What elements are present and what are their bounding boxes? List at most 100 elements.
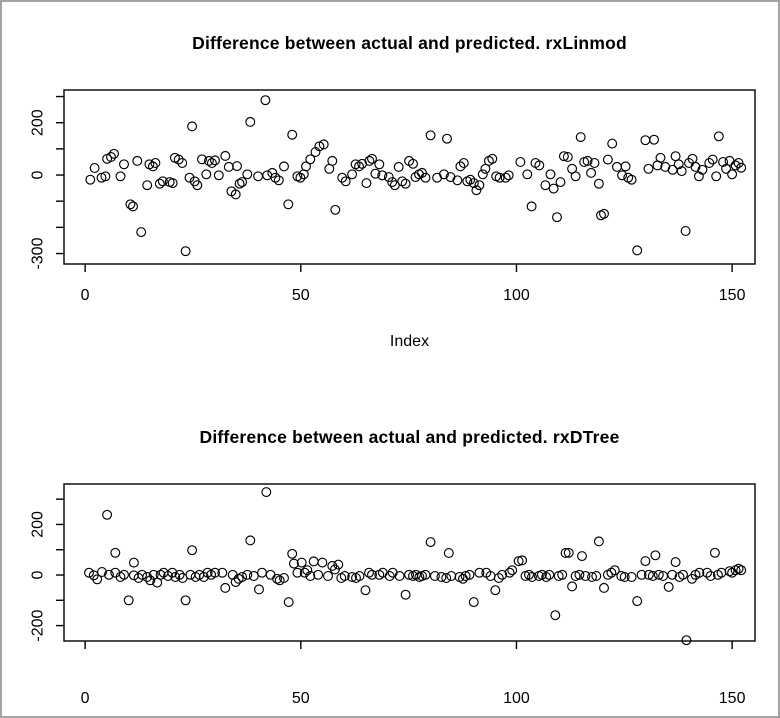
data-point (128, 201, 138, 212)
data-point (157, 176, 168, 187)
data-point (736, 565, 747, 576)
data-point (217, 567, 228, 578)
data-point (337, 172, 348, 183)
data-point (213, 170, 224, 181)
data-point (323, 571, 333, 581)
data-point (283, 597, 294, 608)
data-point (562, 152, 573, 162)
data-point (387, 177, 398, 188)
data-point (694, 567, 705, 578)
data-point (494, 172, 505, 183)
data-point (524, 569, 534, 580)
data-point (242, 569, 253, 580)
data-point (493, 573, 504, 583)
data-point (340, 176, 351, 187)
data-point (85, 174, 96, 185)
data-point (718, 157, 729, 167)
data-point (317, 557, 328, 568)
data-point (329, 564, 340, 575)
data-point (526, 201, 537, 212)
data-point (295, 172, 306, 183)
data-point (460, 571, 471, 581)
data-point (626, 572, 637, 582)
data-point (580, 571, 591, 581)
data-point (465, 174, 476, 185)
data-point (527, 572, 537, 582)
data-point (384, 571, 395, 581)
data-point (279, 573, 289, 583)
data-point (548, 183, 559, 194)
data-point (223, 161, 234, 172)
data-point (497, 569, 508, 580)
data-point (270, 172, 281, 183)
data-point (575, 132, 586, 143)
data-point (242, 169, 253, 180)
data-point (420, 172, 431, 183)
data-point (330, 204, 341, 215)
data-point (429, 571, 440, 581)
data-point (377, 170, 388, 181)
data-point (197, 154, 207, 165)
data-point (360, 585, 371, 596)
data-point (400, 178, 411, 189)
data-point (115, 171, 126, 182)
data-point (147, 161, 158, 172)
data-point (283, 199, 294, 210)
data-point (436, 572, 447, 582)
data-point (299, 567, 310, 578)
data-point (150, 158, 161, 168)
data-point (234, 178, 245, 189)
data-point (552, 212, 562, 223)
data-point (650, 550, 661, 561)
data-point (599, 582, 609, 593)
y-tick-label: 200 (30, 511, 47, 538)
panel-rxlinmod: 0 50 100 150 200 0 -300 (30, 89, 756, 304)
data-point (102, 509, 113, 520)
data-point (327, 155, 338, 166)
data-point (187, 545, 198, 556)
data-point (425, 130, 436, 141)
data-point (713, 131, 724, 142)
data-point (649, 134, 660, 145)
data-point (567, 581, 578, 592)
data-point (680, 226, 691, 236)
data-point (667, 569, 678, 580)
data-point (128, 557, 139, 568)
data-point (210, 567, 220, 578)
data-point (563, 547, 574, 558)
data-point (653, 569, 664, 580)
data-point (367, 569, 377, 580)
data-point (374, 159, 385, 170)
data-point (522, 169, 533, 180)
data-point (503, 170, 514, 181)
x-tick-label: 150 (719, 287, 746, 304)
data-point (593, 178, 604, 189)
data-point (333, 559, 344, 570)
data-point (273, 175, 284, 186)
data-point (180, 246, 191, 257)
data-point (606, 567, 617, 578)
data-point (305, 571, 316, 581)
data-point (400, 589, 411, 600)
data-point (560, 548, 571, 558)
y-tick-label: -300 (30, 237, 47, 269)
panel-rxdtree: 0 50 100 150 200 0 -200 (30, 483, 756, 707)
data-point (84, 567, 94, 578)
data-point (678, 569, 688, 580)
data-point (468, 597, 479, 608)
data-point (173, 154, 184, 165)
data-point (647, 571, 658, 581)
data-point (272, 573, 283, 584)
data-point (443, 548, 454, 558)
data-point (110, 547, 121, 558)
data-point (354, 571, 365, 581)
data-point (201, 169, 212, 180)
data-point (155, 569, 166, 580)
data-point (142, 572, 153, 582)
data-point (504, 567, 515, 578)
data-point (185, 569, 196, 580)
data-point (420, 569, 431, 580)
data-point (507, 565, 518, 576)
data-point (632, 596, 643, 607)
data-point (663, 581, 674, 592)
